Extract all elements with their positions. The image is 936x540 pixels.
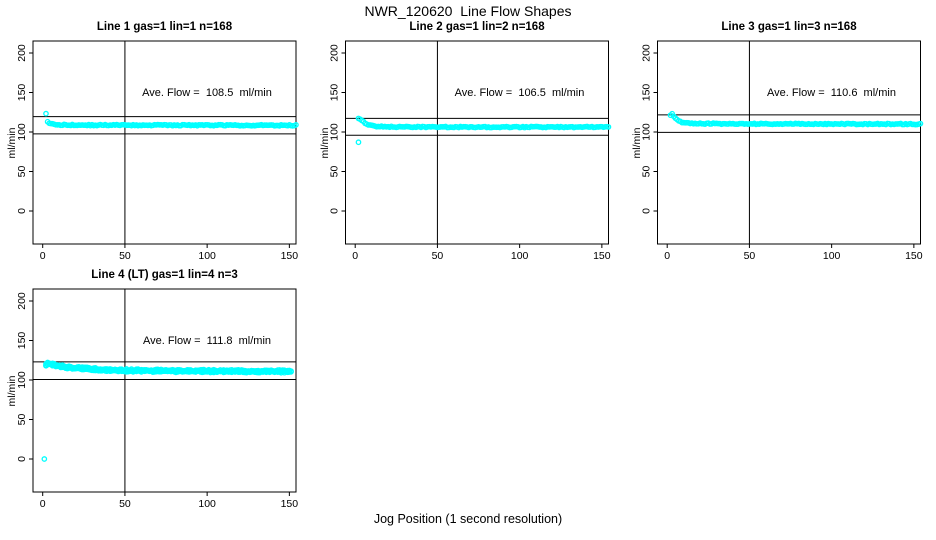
y-tick-label: 0 [16,208,28,214]
plot-frame [32,40,297,245]
y-tick-label: 0 [329,208,341,214]
x-tick-label: 0 [352,250,358,262]
y-tick-label: 200 [16,292,28,310]
y-tick-label: 50 [16,414,28,426]
subplot-1-plot: 0 50 100 150 0 50 100 150 200 [16,40,299,262]
plot-frame [657,40,921,245]
y-tick-label: 0 [16,456,28,462]
y-tick-label: 200 [641,44,653,62]
y-tick-label: 50 [329,166,341,178]
plot-frame [345,40,609,245]
y-tick-label: 50 [16,166,28,178]
x-tick-label: 150 [905,250,923,262]
subplot-3-ylabel: ml/min [630,127,643,158]
x-tick-label: 100 [823,250,841,262]
y-tick-label: 200 [16,44,28,62]
x-tick-label: 100 [511,250,529,262]
y-tick-label: 100 [329,123,341,141]
x-tick-label: 150 [593,250,611,262]
x-tick-label: 50 [119,498,131,510]
flow-point [43,110,49,117]
y-tick-label: 100 [16,371,28,389]
y-tick-label: 50 [641,166,653,178]
subplot-3-ave-flow-label: Ave. Flow = 110.6 ml/min [767,86,896,99]
figure-xlabel: Jog Position (1 second resolution) [373,512,563,526]
subplot-1-title: Line 1 gas=1 lin=1 n=168 [96,21,233,33]
subplot-2-ave-flow-label: Ave. Flow = 106.5 ml/min [454,86,585,99]
y-tick-label: 150 [16,84,28,102]
outlier-point [355,139,362,146]
figure-title: NWR_120620 Line Flow Shapes [364,3,572,19]
x-tick-label: 0 [664,250,670,262]
x-tick-label: 0 [40,498,46,510]
x-tick-label: 150 [281,498,299,510]
outlier-point [41,456,48,462]
subplot-3-title: Line 3 gas=1 lin=3 n=168 [721,21,857,33]
x-tick-label: 0 [40,250,46,262]
subplot-3-plot: 0 50 100 150 0 50 100 150 200 [641,40,924,262]
subplot-4-ylabel: ml/min [6,375,18,406]
y-tick-label: 0 [641,208,653,214]
x-tick-label: 100 [198,250,216,262]
y-tick-label: 150 [641,84,653,102]
subplot-4-ave-flow-label: Ave. Flow = 111.8 ml/min [142,334,272,347]
y-tick-label: 200 [329,44,341,62]
subplot-1-ylabel: ml/min [6,127,18,158]
x-tick-label: 100 [198,498,216,510]
subplot-2-ylabel: ml/min [318,127,331,158]
flow-point [293,122,299,128]
x-tick-label: 50 [432,250,444,262]
y-tick-label: 100 [16,123,28,141]
x-tick-label: 150 [281,250,299,262]
y-tick-label: 150 [16,332,28,350]
subplot-4-plot: 0 50 100 150 0 50 100 150 200 [16,288,299,510]
flow-point [288,368,294,374]
y-tick-label: 100 [641,123,653,141]
subplot-2-plot: 0 50 100 150 0 50 100 150 200 [329,40,612,262]
subplot-2-title: Line 2 gas=1 lin=2 n=168 [409,21,545,33]
y-tick-label: 150 [329,84,341,102]
flow-point [605,124,612,130]
x-tick-label: 50 [119,250,131,262]
flow-point [917,120,924,127]
x-tick-label: 50 [744,250,756,262]
subplot-1-ave-flow-label: Ave. Flow = 108.5 ml/min [142,86,272,99]
subplot-4-title: Line 4 (LT) gas=1 lin=4 n=3 [91,269,238,281]
plot-frame [32,288,297,493]
